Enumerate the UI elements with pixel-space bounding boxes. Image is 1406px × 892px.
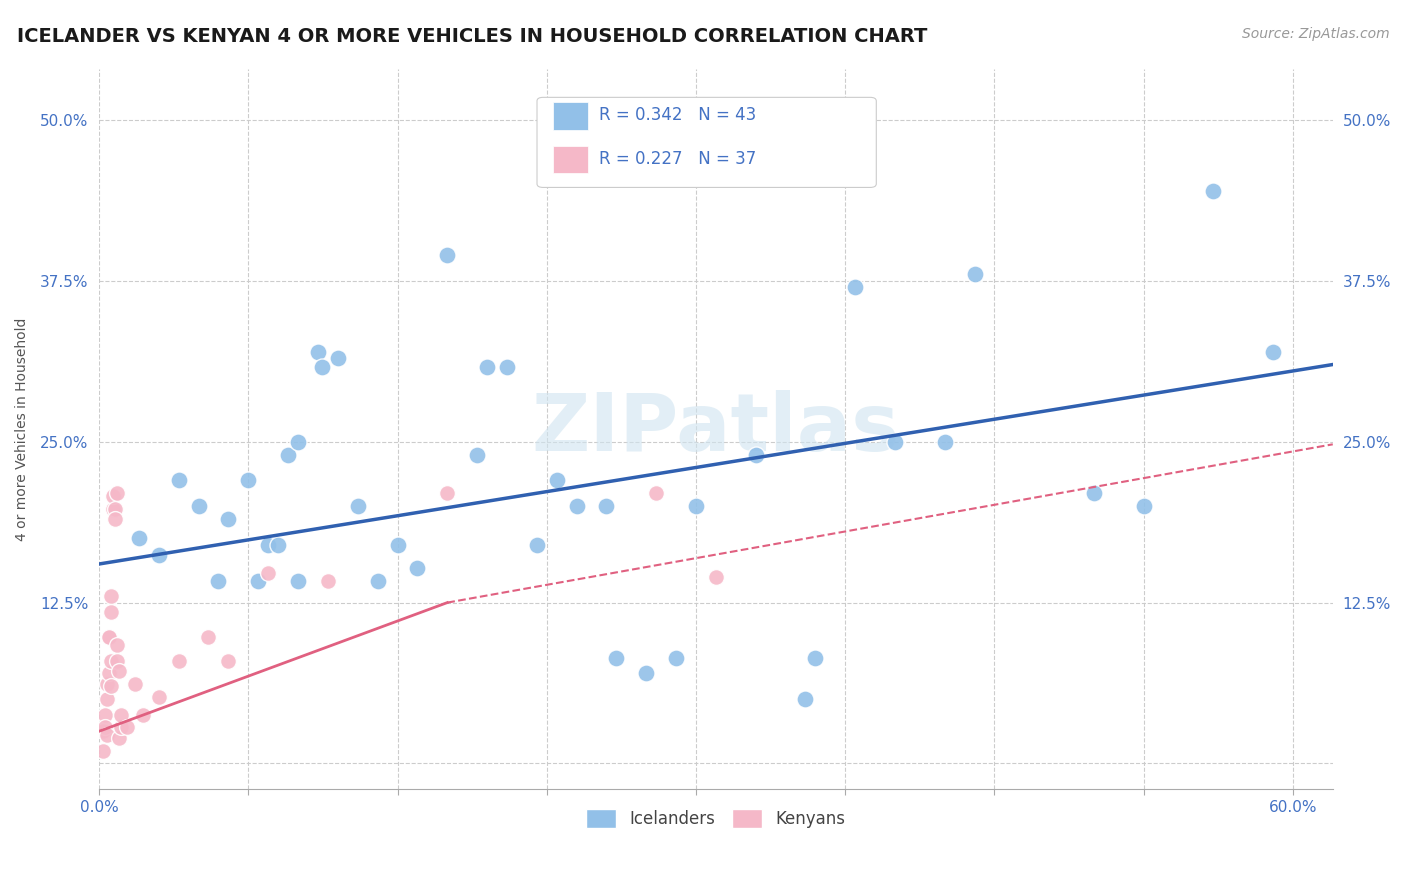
Point [1132,499,1154,513]
Text: Source: ZipAtlas.com: Source: ZipAtlas.com [1241,27,1389,41]
Point [91,724,114,739]
Point [115,721,138,735]
Point [665,651,688,665]
Point [247,574,270,588]
Point [101,501,124,516]
Point [104,501,127,516]
Point [311,360,333,375]
Point [844,280,866,294]
Point [287,434,309,449]
Point [387,538,409,552]
Point [465,448,488,462]
Point [105,486,128,500]
Point [645,486,668,500]
Point [132,707,155,722]
Point [794,692,817,706]
Point [307,344,329,359]
Point [100,653,122,667]
Point [406,561,429,575]
Point [217,512,239,526]
Point [257,566,280,580]
Text: ZIPatlas: ZIPatlas [531,390,900,468]
Point [100,589,122,603]
Point [884,434,907,449]
FancyBboxPatch shape [537,97,876,187]
Point [167,474,190,488]
Text: R = 0.342   N = 43: R = 0.342 N = 43 [599,106,756,124]
Point [565,499,588,513]
Point [98,631,121,645]
Point [197,631,219,645]
Point [108,731,131,745]
Point [1202,184,1225,198]
Point [346,499,368,513]
Y-axis label: 4 or more Vehicles in Household: 4 or more Vehicles in Household [15,318,30,541]
Point [94,721,117,735]
Point [110,707,132,722]
Point [963,268,986,282]
Point [595,499,617,513]
Point [636,666,658,681]
Point [96,676,118,690]
Point [685,499,707,513]
Point [704,570,727,584]
Point [436,248,458,262]
Point [96,728,118,742]
FancyBboxPatch shape [553,145,588,173]
FancyBboxPatch shape [553,103,588,129]
Point [128,531,150,545]
Point [91,743,114,757]
Point [526,538,548,552]
Point [98,666,121,681]
Point [475,360,498,375]
Point [148,690,170,704]
Text: R = 0.227   N = 37: R = 0.227 N = 37 [599,150,756,168]
Point [105,653,128,667]
Point [101,489,124,503]
Point [287,574,309,588]
Point [148,548,170,562]
Point [238,474,260,488]
Point [496,360,519,375]
Legend: Icelanders, Kenyans: Icelanders, Kenyans [579,803,852,835]
Point [100,605,122,619]
Point [187,499,209,513]
Point [546,474,568,488]
Point [98,631,121,645]
Point [257,538,280,552]
Point [104,512,127,526]
Point [277,448,299,462]
Point [100,679,122,693]
Point [207,574,229,588]
Point [267,538,290,552]
Point [96,692,118,706]
Text: ICELANDER VS KENYAN 4 OR MORE VEHICLES IN HOUSEHOLD CORRELATION CHART: ICELANDER VS KENYAN 4 OR MORE VEHICLES I… [17,27,927,45]
Point [744,448,766,462]
Point [108,664,131,678]
Point [217,653,239,667]
Point [105,638,128,652]
Point [94,707,117,722]
Point [326,351,349,365]
Point [1083,486,1105,500]
Point [316,574,339,588]
Point [436,486,458,500]
Point [167,653,190,667]
Point [124,676,146,690]
Point [605,651,627,665]
Point [367,574,389,588]
Point [1261,344,1284,359]
Point [934,434,956,449]
Point [804,651,827,665]
Point [110,721,132,735]
